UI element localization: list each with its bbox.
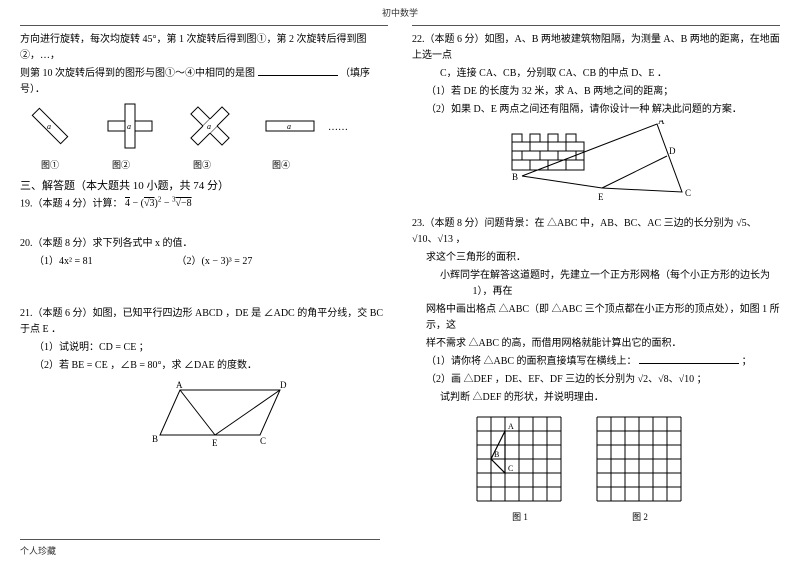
q23-line3: 小辉同学在解答这道题时，先建立一个正方形网格（每个小正方形的边长为 1），再在 — [412, 268, 780, 300]
fig-label-3: 图③ — [162, 158, 242, 171]
page-header: 初中数学 — [0, 0, 800, 19]
grid-1-caption: 图 1 — [472, 510, 568, 523]
rotation-fig-labels: 图① 图② 图③ 图④ — [20, 158, 388, 171]
q19-expr: 4 − (√3)2 − 3√−8 — [125, 198, 192, 209]
svg-text:B: B — [494, 450, 499, 459]
grid-2-wrap: 图 2 — [592, 412, 688, 523]
q23-label-text: 23.（本题 8 分）问题背景：在 △ABC 中，AB、BC、AC 三边的长分别… — [412, 218, 757, 245]
svg-text:C: C — [685, 188, 691, 198]
section-3-title: 三、解答题（本大题共 10 小题，共 74 分） — [20, 177, 388, 193]
q20-p2: （2）(x − 3)³ = 27 — [177, 256, 253, 267]
q19: 19.（本题 4 分）计算： 4 − (√3)2 − 3√−8 — [20, 195, 388, 212]
svg-text:A: A — [176, 380, 183, 390]
fig-dots: …… — [328, 122, 348, 133]
right-column: 22.（本题 6 分）如图，A、B 两地被建筑物阻隔，为测量 A、B 两地的距离… — [412, 25, 780, 523]
svg-text:C: C — [260, 436, 266, 446]
fig-label-1: 图① — [20, 158, 80, 171]
q23-p1-text: （1）请你将 △ABC 的面积直接填写在横线上： — [426, 356, 637, 367]
q23-p1-tail: ； — [742, 356, 752, 367]
q20-p1: （1）4x² = 81 — [34, 254, 174, 270]
svg-text:E: E — [598, 192, 604, 202]
q23-p2b: 试判断 △DEF 的形状，并说明理由． — [412, 390, 780, 406]
q23-p1: （1）请你将 △ABC 的面积直接填写在横线上： ； — [412, 354, 780, 370]
rotation-figures: a a a a — [20, 102, 388, 171]
q22-label: 22.（本题 6 分）如图，A、B 两地被建筑物阻隔，为测量 A、B 两地的距离… — [412, 32, 780, 64]
rotation-svg: a a a a — [20, 102, 360, 158]
q20-parts: （1）4x² = 81 （2）(x − 3)³ = 27 — [20, 254, 388, 270]
q21-p2: （2）若 BE = CE ，∠B = 80°，求 ∠DAE 的度数． — [20, 358, 388, 374]
q23-line3a: 小辉同学在解答这道题时，先建立一个正方形网格（每个小正方形的边长为 — [440, 270, 770, 281]
q21-p1: （1）试说明：CD = CE ； — [20, 340, 388, 356]
svg-text:a: a — [47, 122, 51, 131]
q19-label: 19.（本题 4 分）计算： — [20, 198, 123, 209]
svg-text:A: A — [508, 422, 514, 431]
svg-text:C: C — [508, 464, 513, 473]
svg-text:D: D — [280, 380, 287, 390]
q23-label: 23.（本题 8 分）问题背景：在 △ABC 中，AB、BC、AC 三边的长分别… — [412, 216, 780, 248]
q23-line2: 求这个三角形的面积． — [412, 250, 780, 266]
q23-line5: 样不需求 △ABC 的高，而借用网格就能计算出它的面积． — [412, 336, 780, 352]
q23-p2a: （2）画 △DEF ，DE、EF、DF 三边的长分别为 √2、√8、√10 ； — [412, 372, 780, 388]
fig-label-4: 图④ — [242, 158, 320, 171]
q23-grids: A BC 图 1 图 2 — [472, 412, 780, 523]
fig-label-2: 图② — [80, 158, 162, 171]
q23-line3b: 1），再在 — [473, 286, 513, 297]
grid-1: A BC — [472, 412, 568, 508]
svg-text:a: a — [207, 122, 211, 131]
q23-p1-blank — [639, 354, 739, 364]
q22-line2: C，连接 CA、CB，分别取 CA、CB 的中点 D、E ． — [412, 66, 780, 82]
svg-text:a: a — [287, 122, 291, 131]
q23-line4: 网格中画出格点 △ABC（即 △ABC 三个顶点都在小正方形的顶点处），如图 1… — [412, 302, 780, 334]
grid-2-caption: 图 2 — [592, 510, 688, 523]
q22-p2: （2）如果 D、E 两点之间还有阻隔，请你设计一种 解决此问题的方案． — [412, 102, 780, 118]
footer: 个人珍藏 — [20, 539, 380, 557]
q22-figure: A B C D E — [502, 120, 780, 210]
left-column: 方向进行旋转，每次均旋转 45°，第 1 次旋转后得到图①，第 2 次旋转后得到… — [20, 25, 388, 523]
q21-figure: A D B C E — [140, 380, 388, 450]
svg-text:a: a — [127, 122, 131, 131]
svg-text:A: A — [658, 120, 665, 126]
rotation-blank — [258, 66, 338, 76]
two-column-layout: 方向进行旋转，每次均旋转 45°，第 1 次旋转后得到图①，第 2 次旋转后得到… — [0, 19, 800, 523]
grid-1-wrap: A BC 图 1 — [472, 412, 568, 523]
q21-label: 21.（本题 6 分）如图，已知平行四边形 ABCD ，DE 是 ∠ADC 的角… — [20, 306, 388, 338]
q22-p1: （1）若 DE 的长度为 32 米，求 A、B 两地之间的距离； — [412, 84, 780, 100]
svg-text:B: B — [512, 172, 518, 182]
svg-text:E: E — [212, 438, 218, 448]
rotation-text-1: 方向进行旋转，每次均旋转 45°，第 1 次旋转后得到图①，第 2 次旋转后得到… — [20, 32, 388, 64]
grid-2 — [592, 412, 688, 508]
svg-text:B: B — [152, 434, 158, 444]
rotation-text-2: 则第 10 次旋转后得到的图形与图①～④中相同的是图 （填序号）． — [20, 66, 388, 98]
rotation-ask: 则第 10 次旋转后得到的图形与图①～④中相同的是图 — [20, 68, 255, 79]
svg-text:D: D — [669, 146, 676, 156]
q20-label: 20.（本题 8 分）求下列各式中 x 的值． — [20, 236, 388, 252]
